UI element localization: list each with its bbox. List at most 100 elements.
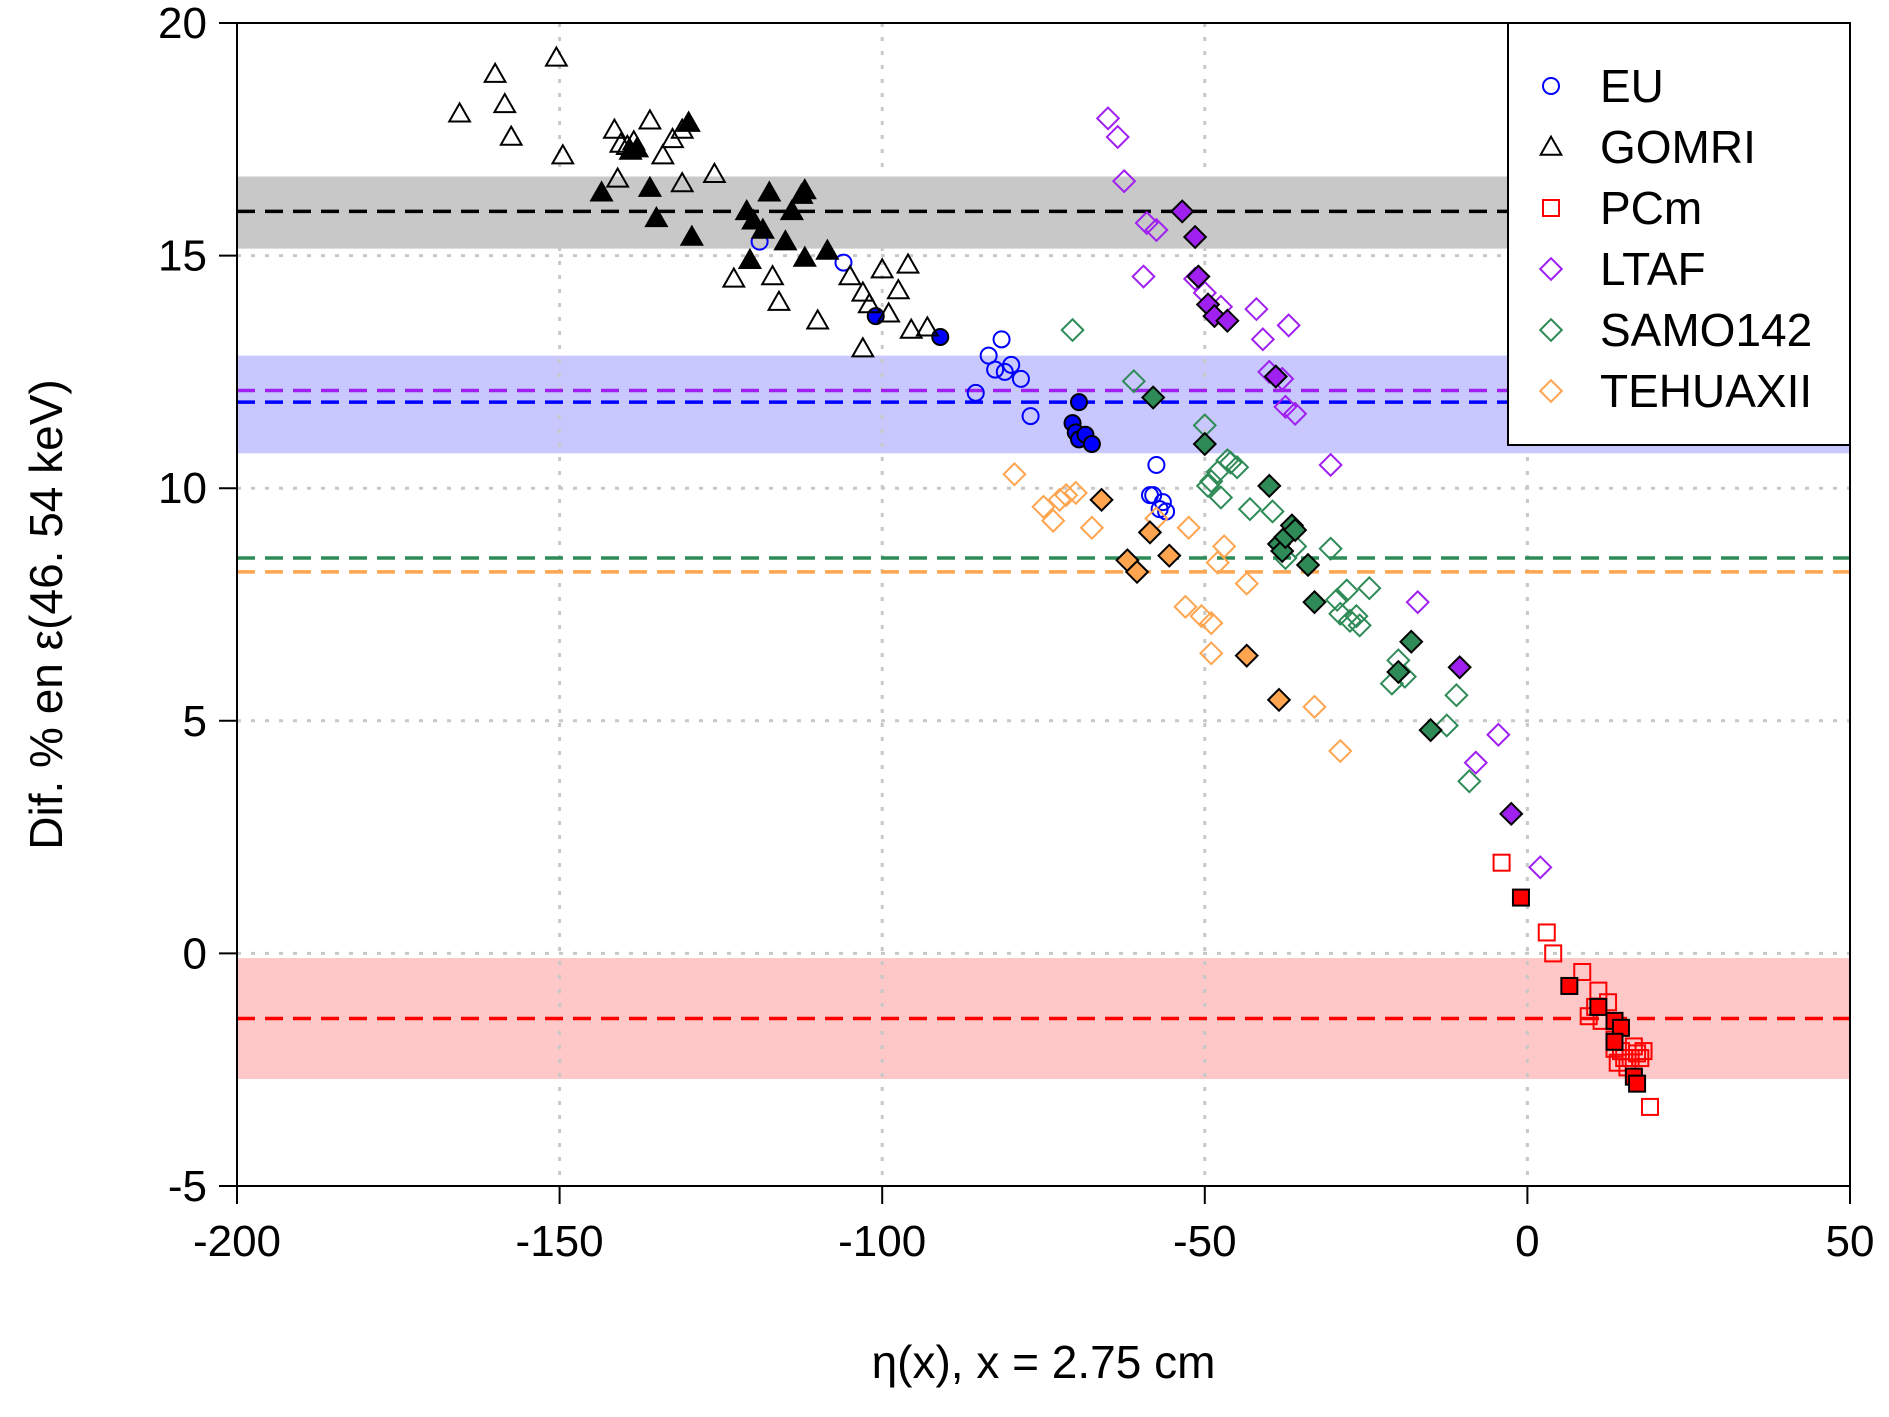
data-point [1082,435,1101,454]
legend-marker [1542,77,1560,95]
data-point [1053,482,1079,508]
y-tick-label: 0 [183,929,207,978]
y-tick-label: -5 [168,1162,207,1211]
data-point [1628,1074,1647,1093]
data-point [1528,855,1553,880]
data-point [1302,694,1327,720]
data-point [1444,682,1469,708]
data-point [1640,1097,1659,1116]
data-point [1266,687,1292,713]
data-point [1224,455,1250,480]
series-tehuaxii [1002,462,1353,764]
data-point [992,330,1011,349]
legend-item-samo142: SAMO142 [1538,304,1812,356]
data-point [624,136,650,158]
data-point [1434,713,1459,738]
data-point [837,264,863,286]
data-point [1328,738,1353,764]
data-point [1579,1007,1598,1026]
x-tick-label: -200 [193,1217,281,1266]
data-point [1105,124,1130,150]
data-point [1628,1044,1647,1063]
data-point [1182,224,1208,250]
data-point [1492,853,1511,872]
data-point [899,317,924,339]
data-point [1121,368,1147,394]
data-point [1244,296,1269,322]
data-point [1157,543,1182,568]
data-point [1040,508,1066,533]
data-point [1560,976,1579,995]
data-point [1250,327,1276,352]
data-point [1447,655,1472,680]
legend: EU GOMRI PCm LTAF SAMO142 TEHUAXII [1507,22,1851,446]
legend-marker [1538,378,1564,404]
data-point [792,178,817,200]
legend-label: EU [1600,60,1664,112]
data-point [1095,106,1121,131]
data-point [1634,1042,1653,1061]
plot-frame [236,22,1851,1187]
data-point [1621,1049,1640,1068]
legend-marker [1538,134,1564,156]
data-point [1211,534,1237,559]
data-point [805,308,830,330]
data-point [1021,407,1040,426]
data-point [895,252,921,274]
data-point [1186,264,1211,289]
data-point [1218,450,1243,475]
y-axis: -5 0 5 10 15 20 [158,0,237,1211]
data-point [915,315,940,337]
data-point [1344,603,1369,629]
data-point [1031,494,1056,520]
data-point [1463,750,1488,775]
data-point [1176,515,1201,540]
data-point [702,161,727,183]
data-point [1624,1037,1643,1056]
x-tick-label: -100 [838,1217,926,1266]
data-point [834,253,853,272]
data-point [850,336,875,358]
data-point [1273,394,1298,420]
series-samo142 [1060,317,1482,794]
data-point [1199,641,1224,666]
data-point [1011,369,1030,388]
data-point [1079,515,1105,540]
data-point [1486,722,1511,747]
data-point [1137,520,1163,545]
legend-marker [1538,256,1564,282]
legend-item-gomri: GOMRI [1538,121,1756,173]
data-point [589,180,614,202]
data-point [760,264,785,286]
data-point [644,206,669,228]
data-point [1205,550,1230,575]
data-point [1457,769,1482,794]
legend-marker [1538,317,1564,343]
data-point [1282,517,1308,543]
data-point [1170,199,1195,224]
data-point [1318,536,1343,561]
legend-label: GOMRI [1600,121,1756,173]
data-point [544,45,569,67]
data-point [1318,452,1343,478]
data-point [499,124,524,146]
data-point [1069,393,1088,412]
data-point [602,117,627,139]
x-tick-label: -150 [516,1217,604,1266]
data-point [1199,469,1224,494]
series-gomri [447,45,940,358]
data-point [605,166,630,188]
data-point [1234,571,1259,596]
data-point [637,175,663,197]
data-point [966,383,985,402]
data-point [1302,589,1327,615]
data-point [1192,431,1218,457]
data-point [492,92,517,114]
data-point [1047,487,1072,513]
data-point [1324,587,1350,613]
data-point [850,280,875,302]
data-point [1134,210,1159,236]
data-point [779,199,804,221]
data-point [1295,552,1321,578]
